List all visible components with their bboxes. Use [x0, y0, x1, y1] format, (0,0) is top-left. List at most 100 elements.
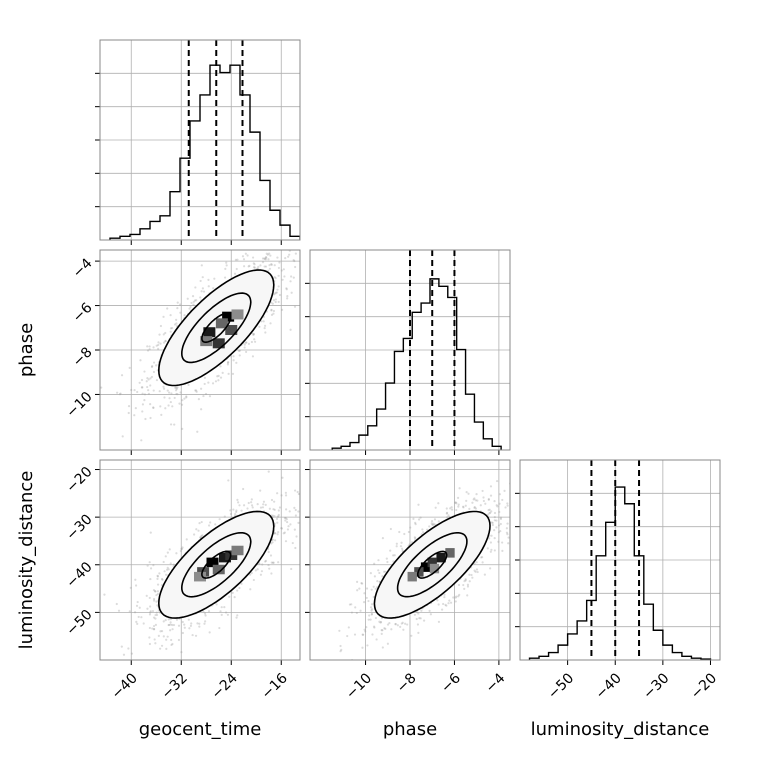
sample-point [440, 608, 444, 611]
density-cell [407, 571, 417, 582]
sample-point [490, 510, 493, 513]
sample-point [105, 669, 107, 671]
sample-point [450, 506, 453, 509]
sample-point [229, 512, 233, 516]
sample-point [175, 387, 179, 390]
sample-point [432, 522, 435, 525]
sample-point [223, 606, 226, 609]
contour-line [201, 550, 232, 579]
sample-point [443, 596, 446, 599]
sample-point [365, 626, 368, 629]
sample-point [234, 258, 237, 261]
sample-point [392, 554, 395, 557]
sample-point [457, 503, 460, 506]
sample-point [276, 533, 279, 536]
sample-point [463, 580, 466, 583]
sample-point [400, 622, 403, 625]
sample-point [293, 506, 296, 509]
sample-point [406, 623, 409, 626]
sample-point [164, 619, 167, 622]
sample-point [493, 511, 497, 515]
sample-point [175, 392, 178, 396]
sample-point [133, 611, 137, 614]
sample-point [262, 500, 266, 503]
sample-point [474, 570, 477, 573]
sample-point [120, 645, 123, 648]
sample-point [155, 611, 158, 614]
sample-point [381, 629, 384, 632]
sample-point [269, 554, 273, 557]
sample-point [262, 503, 265, 506]
sample-point [227, 372, 230, 375]
sample-point [157, 634, 160, 637]
sample-point [118, 393, 122, 396]
sample-point [201, 534, 204, 537]
sample-point [422, 531, 425, 534]
sample-point [241, 255, 245, 258]
sample-point [290, 275, 293, 278]
sample-point [516, 511, 518, 513]
sample-point [284, 494, 288, 497]
sample-point [289, 280, 292, 283]
sample-point [130, 652, 134, 655]
sample-point [207, 278, 210, 281]
sample-point [474, 507, 477, 510]
sample-point [192, 300, 195, 303]
sample-point [448, 599, 451, 602]
sample-point [156, 574, 159, 577]
sample-point [430, 522, 433, 525]
sample-point [272, 309, 276, 313]
sample-point [270, 542, 273, 545]
sample-point [270, 309, 273, 312]
sample-point [175, 552, 178, 555]
sample-point [151, 627, 154, 630]
sample-point [258, 562, 261, 565]
sample-point [152, 370, 156, 374]
sample-point [359, 609, 362, 612]
sample-point [472, 498, 475, 501]
sample-point [253, 340, 257, 343]
sample-point [152, 616, 156, 619]
sample-point [493, 529, 496, 532]
sample-point [183, 626, 186, 629]
sample-point [464, 504, 467, 507]
sample-point [264, 258, 267, 261]
sample-point [271, 538, 274, 541]
sample-point [232, 508, 235, 511]
panel-frame [99, 459, 301, 661]
sample-point [284, 540, 288, 543]
sample-point [149, 611, 152, 614]
sample-point [475, 568, 479, 571]
sample-point [369, 606, 373, 609]
sample-point [252, 266, 256, 269]
sample-point [159, 647, 162, 650]
sample-point [287, 525, 290, 528]
sample-point [146, 385, 149, 389]
sample-point [160, 644, 164, 647]
sample-point [277, 515, 280, 518]
sample-point [263, 265, 266, 268]
sample-point [273, 514, 276, 518]
sample-point [249, 588, 252, 591]
sample-point [203, 376, 207, 379]
sample-point [250, 340, 253, 344]
sample-point [219, 376, 223, 379]
sample-point [462, 505, 465, 508]
sample-point [537, 528, 539, 530]
sample-point [221, 371, 224, 374]
sample-point [240, 582, 243, 585]
sample-point [138, 381, 141, 384]
sample-point [155, 378, 159, 382]
sample-point [285, 517, 288, 521]
sample-point [198, 622, 201, 625]
sample-point [135, 620, 138, 623]
sample-point [151, 610, 155, 613]
sample-point [471, 501, 474, 504]
sample-point [166, 307, 169, 310]
sample-point [166, 551, 169, 554]
sample-point [407, 530, 410, 534]
sample-point [147, 378, 150, 381]
sample-point [272, 561, 275, 564]
sample-point [271, 514, 274, 517]
sample-point [200, 387, 203, 390]
